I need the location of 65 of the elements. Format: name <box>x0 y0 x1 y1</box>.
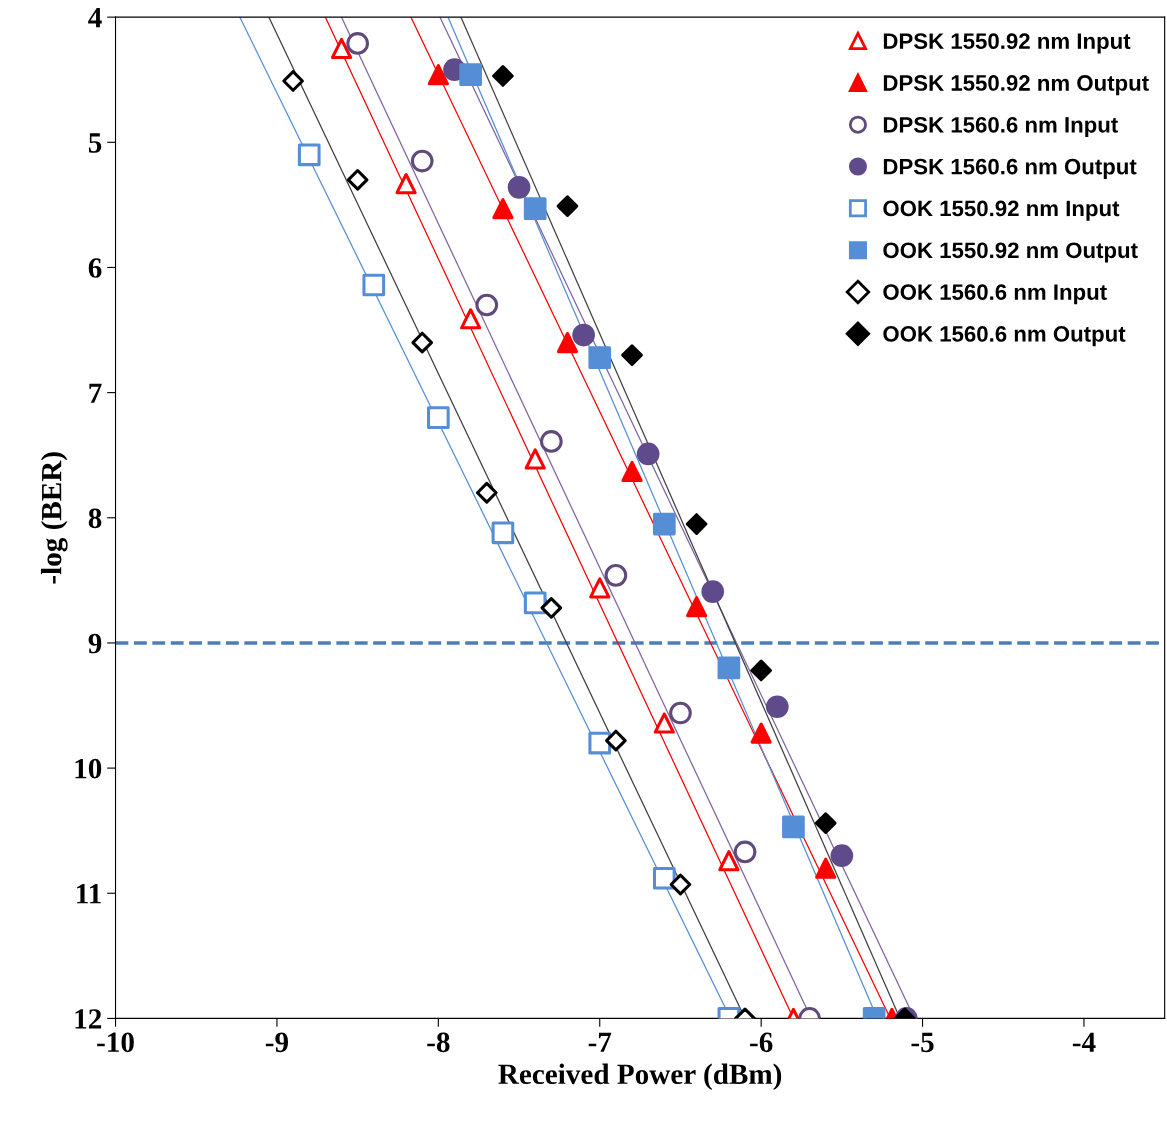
legend-label: OOK 1560.6 nm Input <box>883 284 1107 305</box>
legend-label: OOK 1550.92 nm Input <box>883 200 1120 221</box>
point <box>460 308 482 330</box>
y-tick-label: 9 <box>88 633 102 654</box>
point <box>426 406 450 429</box>
point <box>492 65 514 87</box>
point <box>815 857 837 879</box>
point <box>621 460 643 483</box>
point <box>346 169 369 191</box>
point <box>492 198 514 220</box>
point <box>685 513 708 535</box>
point <box>669 873 692 896</box>
point <box>556 195 579 217</box>
x-tick-label: -10 <box>97 1032 134 1053</box>
point <box>411 331 434 354</box>
point <box>556 331 579 354</box>
point <box>459 63 482 87</box>
point <box>524 448 546 470</box>
x-axis-title: Received Power (dBm) <box>498 1063 782 1091</box>
y-tick-label: 7 <box>89 383 102 403</box>
point <box>621 344 643 366</box>
legend-label: DPSK 1550.92 nm Input <box>883 33 1131 54</box>
point <box>589 577 611 599</box>
point <box>814 812 837 835</box>
y-tick-label: 5 <box>88 133 102 153</box>
point <box>395 173 417 195</box>
point <box>717 656 741 680</box>
point <box>782 815 805 839</box>
legend-label: DPSK 1560.6 nm Input <box>883 116 1118 138</box>
x-tick-label: -8 <box>427 1032 450 1053</box>
point <box>282 70 304 92</box>
point <box>297 143 321 167</box>
point <box>588 731 612 755</box>
point <box>475 481 498 504</box>
legend-label: DPSK 1560.6 nm Output <box>883 158 1137 179</box>
point <box>750 659 772 682</box>
y-tick-label: 6 <box>88 258 102 278</box>
point <box>491 521 515 545</box>
point <box>588 346 612 369</box>
x-tick-label: -5 <box>911 1032 934 1053</box>
point <box>540 597 563 619</box>
y-tick-label: 8 <box>88 508 102 529</box>
y-tick-label: 11 <box>77 884 101 904</box>
point <box>652 512 676 536</box>
point <box>523 197 547 220</box>
point <box>652 866 676 890</box>
legend-label: DPSK 1550.92 nm Output <box>883 75 1149 96</box>
point <box>605 729 627 752</box>
x-tick-label: -7 <box>588 1032 612 1052</box>
legend-label: OOK 1550.92 nm Output <box>883 242 1138 263</box>
x-tick-label: -4 <box>1072 1032 1096 1052</box>
y-tick-label: 12 <box>75 1009 102 1029</box>
point <box>362 273 386 297</box>
x-tick-label: -6 <box>750 1032 773 1053</box>
point <box>427 64 449 86</box>
y-tick-label: 4 <box>88 8 102 28</box>
y-tick-label: 10 <box>75 758 102 779</box>
y-axis-title: -log (BER) <box>40 452 68 584</box>
point <box>653 712 675 734</box>
legend-label: OOK 1560.6 nm Output <box>883 326 1126 347</box>
x-tick-label: -9 <box>265 1032 289 1053</box>
point <box>750 722 772 744</box>
point <box>718 850 740 872</box>
point <box>686 596 708 618</box>
point <box>330 37 353 60</box>
